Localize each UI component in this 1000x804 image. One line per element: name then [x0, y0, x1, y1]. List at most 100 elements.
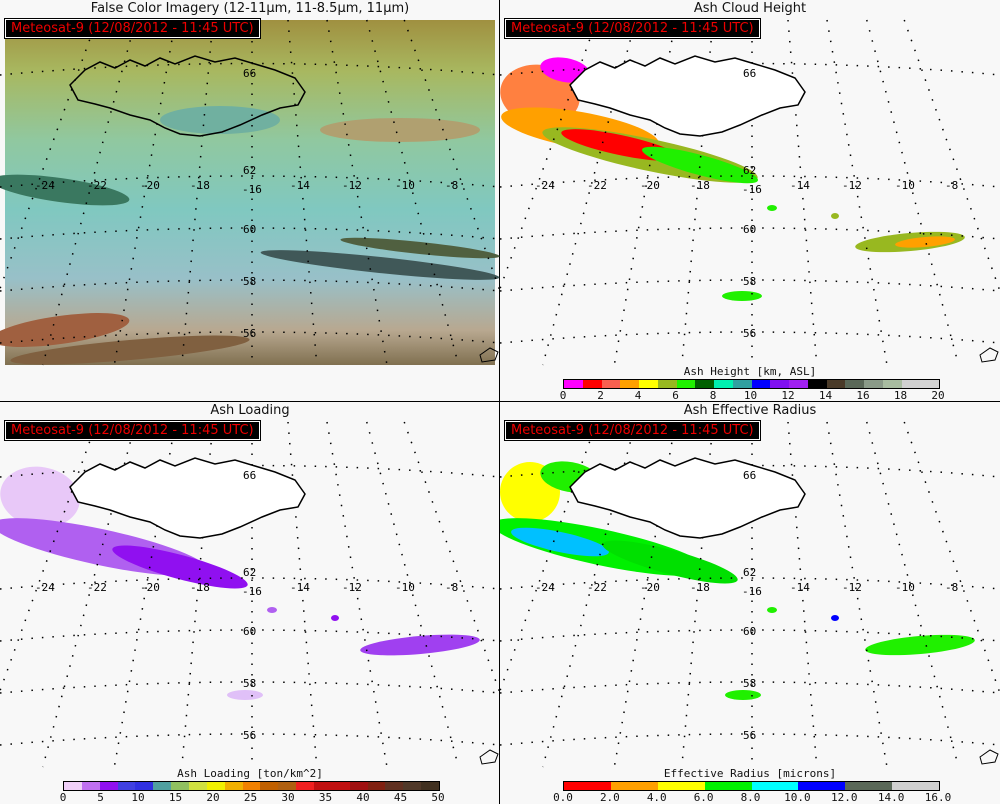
latitude-label: 58 — [743, 275, 756, 288]
panel-divider-vertical — [499, 0, 500, 804]
latitude-gridline — [500, 464, 1000, 478]
colorbar — [563, 379, 940, 389]
latitude-label: 66 — [243, 67, 256, 80]
colorbar-cell — [732, 380, 752, 388]
colorbar-tick-label: 14 — [818, 389, 833, 402]
satellite-timestamp-badge: Meteosat-9 (12/08/2012 - 11:45 UTC) — [4, 420, 261, 441]
longitude-gridline — [42, 19, 137, 366]
longitude-label: -16 — [742, 585, 762, 598]
longitude-label: -20 — [140, 179, 160, 192]
latitude-gridline — [500, 733, 1000, 746]
colorbar-cell — [189, 782, 207, 790]
latitude-label: 60 — [743, 625, 756, 638]
colorbar-tick-label: 18 — [893, 389, 908, 402]
longitude-label: -16 — [242, 585, 262, 598]
longitude-label: -10 — [395, 581, 415, 594]
latitude-gridline — [0, 629, 500, 642]
longitude-label: -22 — [87, 581, 107, 594]
colorbar-cell — [714, 380, 733, 388]
ash-cloud-region — [0, 174, 130, 206]
longitude-label: -8 — [445, 179, 458, 192]
colorbar-tick-label: 10.0 — [784, 791, 811, 804]
colorbar-cell — [153, 782, 172, 790]
ash-cloud-region — [260, 250, 500, 280]
colorbar-cell — [349, 782, 368, 790]
colorbar-cell — [620, 380, 639, 388]
scotland-coastline — [479, 749, 499, 765]
ash-cloud-region — [0, 313, 130, 347]
colorbar-tick-label: 8.0 — [740, 791, 761, 804]
latitude-label: 62 — [243, 164, 256, 177]
latitude-gridline — [500, 227, 1000, 240]
longitude-label: -18 — [190, 179, 210, 192]
longitude-gridline — [787, 421, 818, 768]
colorbar-cell — [920, 380, 939, 388]
latitude-label: 66 — [743, 67, 756, 80]
colorbar-tick-label: 5 — [97, 791, 104, 804]
effective-radius-map: 62 60 58 56 -24 -22 -20 -18 -16 -14 -12 -10 -8 66 — [500, 421, 1000, 768]
colorbar-label: Ash Loading [ton/km^2] — [177, 767, 323, 780]
latitude-gridline — [0, 331, 500, 344]
latitude-gridline — [0, 279, 500, 292]
colorbar-tick-label: 15 — [168, 791, 183, 804]
ash-cloud-region — [831, 615, 839, 621]
ash-cloud-region — [112, 545, 248, 589]
panel-ash-loading: Ash Loading Meteosat-9 (12/08/2012 - 11:… — [0, 402, 500, 804]
panel-title: Ash Loading — [210, 403, 290, 418]
colorbar-cell — [676, 380, 696, 388]
colorbar-tick-label: 2.0 — [599, 791, 620, 804]
longitude-label: -20 — [640, 179, 660, 192]
panel-title: Ash Effective Radius — [683, 403, 817, 418]
colorbar-tick-label: 8 — [709, 389, 717, 402]
colorbar-cell — [385, 782, 404, 790]
scotland-coastline — [479, 347, 499, 363]
ash-cloud-region — [340, 237, 500, 259]
colorbar-cell — [826, 380, 846, 388]
colorbar-cell — [864, 380, 883, 388]
ash-cloud-region — [511, 527, 609, 557]
longitude-label: -8 — [945, 581, 958, 594]
colorbar-cell — [639, 380, 658, 388]
ash-cloud-region — [767, 607, 777, 613]
colorbar — [63, 781, 440, 791]
latitude-label: 56 — [243, 327, 256, 340]
colorbar-tick-label: 45 — [393, 791, 408, 804]
latitude-gridline — [500, 577, 1000, 590]
colorbar-label: Effective Radius [microns] — [663, 767, 837, 780]
colorbar-cell — [403, 782, 422, 790]
colorbar-cell — [845, 782, 893, 790]
longitude-gridline — [826, 421, 888, 768]
colorbar-cell — [99, 782, 118, 790]
panel-false-color: False Color Imagery (12-11μm, 11-8.5μm, … — [0, 0, 500, 402]
colorbar-tick-label: 0 — [59, 791, 67, 804]
colorbar-tick-label: 0.0 — [553, 791, 573, 804]
colorbar-label: Ash Height [km, ASL] — [683, 365, 817, 378]
ash-cloud-region — [722, 291, 762, 301]
longitude-label: -16 — [742, 183, 762, 196]
colorbar-cell — [751, 782, 799, 790]
colorbar-cell — [798, 782, 846, 790]
satellite-timestamp-badge: Meteosat-9 (12/08/2012 - 11:45 UTC) — [4, 18, 261, 39]
latitude-gridline — [0, 175, 500, 188]
colorbar-tick-label: 10 — [743, 389, 758, 402]
longitude-gridline — [866, 421, 960, 768]
latitude-label: 60 — [243, 223, 256, 236]
colorbar-tick-label: 6 — [672, 389, 679, 402]
longitude-label: -24 — [35, 179, 55, 192]
ash-cloud-region — [0, 466, 80, 528]
longitude-gridline — [366, 19, 460, 366]
colorbar-tick-label: 6.0 — [693, 791, 714, 804]
longitude-label: -10 — [895, 179, 915, 192]
colorbar-cell — [171, 782, 190, 790]
longitude-gridline — [787, 19, 818, 366]
panel-ash-height: Ash Cloud Height Meteosat-9 (12/08/2012 … — [500, 0, 1000, 402]
ash-loading-map: 62 60 58 56 -24 -22 -20 -18 -16 -14 -12 -10 -8 66 — [0, 421, 500, 768]
longitude-label: -10 — [895, 581, 915, 594]
latitude-gridline — [500, 279, 1000, 292]
latitude-label: 60 — [743, 223, 756, 236]
colorbar-cell — [81, 782, 100, 790]
latitude-label: 58 — [243, 275, 256, 288]
latitude-label: 66 — [743, 469, 756, 482]
ash-cloud-region — [767, 205, 777, 211]
colorbar-cell — [807, 380, 827, 388]
